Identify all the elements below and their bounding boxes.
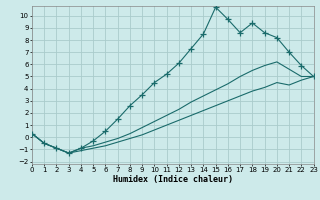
X-axis label: Humidex (Indice chaleur): Humidex (Indice chaleur) <box>113 175 233 184</box>
